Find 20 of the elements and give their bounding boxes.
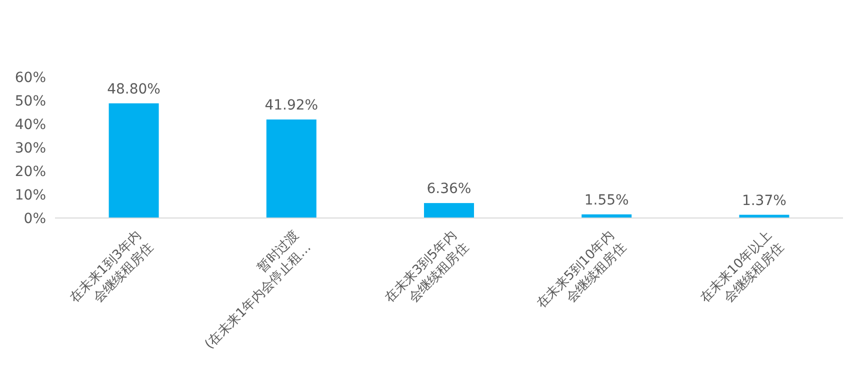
x-tick-label: 在未来1到3年内 会继续租房住 <box>67 228 157 306</box>
bar <box>108 103 159 218</box>
data-label: 6.36% <box>426 181 472 198</box>
y-tick-label: 30% <box>14 140 46 156</box>
y-tick-label: 10% <box>14 188 46 204</box>
data-label: 48.80% <box>107 81 160 98</box>
y-tick-label: 40% <box>14 117 46 133</box>
y-tick-label: 0% <box>24 211 46 227</box>
x-tick-label: 在未来3到5年内 会继续租房住 <box>382 228 472 306</box>
data-label: 1.55% <box>584 192 629 208</box>
x-tick-label: 在未来10年以上 会继续租房住 <box>698 228 788 306</box>
x-tick-label: 暂时过渡 (在未来1年内会停止租… <box>202 228 314 352</box>
data-label: 1.37% <box>742 192 786 209</box>
x-tick-label: 在未来5到10年内 会继续租房住 <box>534 228 630 312</box>
y-tick-label: 20% <box>14 164 46 180</box>
y-tick-label: 50% <box>14 94 46 110</box>
y-tick-label: 60% <box>14 70 46 86</box>
bar <box>424 203 474 218</box>
data-label: 41.92% <box>264 97 318 114</box>
bar <box>266 119 316 218</box>
